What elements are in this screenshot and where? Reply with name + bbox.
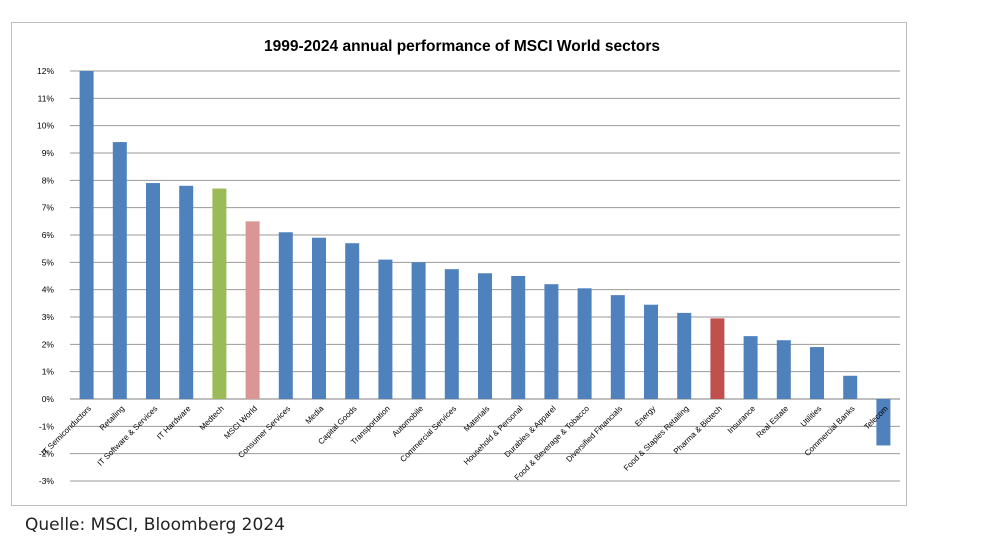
y-tick-label: 4% — [42, 285, 55, 295]
x-tick-label: Materials — [462, 404, 491, 433]
x-tick-label: Medtech — [198, 404, 226, 432]
bar — [378, 259, 393, 399]
y-tick-label: -2% — [39, 449, 55, 459]
bar — [743, 336, 758, 399]
y-tick-label: 2% — [42, 339, 55, 349]
y-tick-label: 9% — [42, 148, 55, 158]
x-tick-label: Real Estate — [755, 404, 791, 440]
y-tick-label: 8% — [42, 175, 55, 185]
bar — [478, 273, 492, 399]
x-tick-label: Household & Personal — [462, 404, 525, 467]
x-tick-label: Commercial Services — [398, 404, 458, 464]
bar-chart: 1999-2024 annual performance of MSCI Wor… — [37, 38, 900, 486]
chart-frame: 1999-2024 annual performance of MSCI Wor… — [11, 22, 907, 506]
x-tick-label: Food & Staples Retailing — [622, 404, 691, 473]
bar — [444, 269, 459, 399]
y-axis-tick-labels: 12% 11% 10% 9% 8% 7% 6% 5% 4% 3% 2% 1% 0% -1% -2% -3% — [37, 66, 54, 486]
bars — [79, 71, 891, 446]
x-tick-label: IT Software & Services — [96, 404, 160, 468]
bar — [345, 243, 360, 399]
y-tick-label: 1% — [42, 367, 55, 377]
bar — [511, 276, 526, 399]
x-tick-label: IT Hardware — [155, 404, 193, 442]
x-tick-label: Insurance — [726, 404, 758, 436]
y-tick-label: 6% — [42, 230, 55, 240]
bar — [411, 262, 426, 399]
bar — [212, 188, 227, 399]
bar — [776, 340, 791, 399]
y-tick-label: 12% — [37, 66, 54, 76]
bar — [577, 288, 592, 399]
bar — [146, 183, 160, 399]
bar — [810, 347, 824, 399]
bar — [710, 318, 725, 399]
source-note: Quelle: MSCI, Bloomberg 2024 — [25, 515, 285, 535]
y-tick-label: 0% — [42, 394, 55, 404]
y-tick-label: 11% — [38, 93, 55, 103]
bar — [843, 375, 858, 399]
bar — [245, 221, 260, 399]
bar — [278, 232, 293, 399]
chart-title: 1999-2024 annual performance of MSCI Wor… — [264, 38, 660, 55]
bar — [544, 284, 559, 399]
y-tick-label: -3% — [39, 476, 55, 486]
bar — [876, 399, 891, 446]
bar — [610, 295, 625, 399]
bar — [79, 71, 94, 399]
y-tick-label: 5% — [42, 257, 55, 267]
bar — [644, 304, 658, 399]
bar — [312, 237, 326, 399]
x-tick-label: Media — [304, 404, 326, 426]
bar — [112, 142, 127, 400]
x-tick-label: Automobile — [390, 404, 425, 439]
x-tick-label: Diversified Financials — [564, 404, 624, 464]
x-tick-label: Utilities — [799, 404, 824, 429]
x-tick-label: Retailing — [98, 404, 126, 432]
bar — [677, 312, 692, 399]
x-tick-label: Energy — [633, 404, 657, 428]
y-tick-label: 3% — [42, 312, 55, 322]
y-tick-label: -1% — [39, 421, 55, 431]
bar — [179, 185, 194, 399]
y-tick-label: 7% — [42, 203, 55, 213]
y-tick-label: 10% — [37, 121, 54, 131]
